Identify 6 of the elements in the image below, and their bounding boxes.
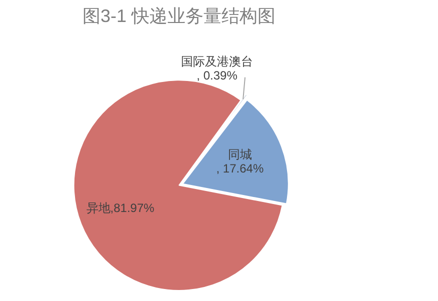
data-label: , 17.64%: [216, 161, 264, 176]
slice-label: 同城: [228, 147, 252, 162]
chart-title: 图3-1 快递业务量结构图: [82, 6, 276, 26]
data-label: , 0.39%: [196, 68, 238, 83]
slice-label: 异地,81.97%: [86, 200, 155, 215]
slice-label: 国际及港澳台: [181, 54, 254, 69]
